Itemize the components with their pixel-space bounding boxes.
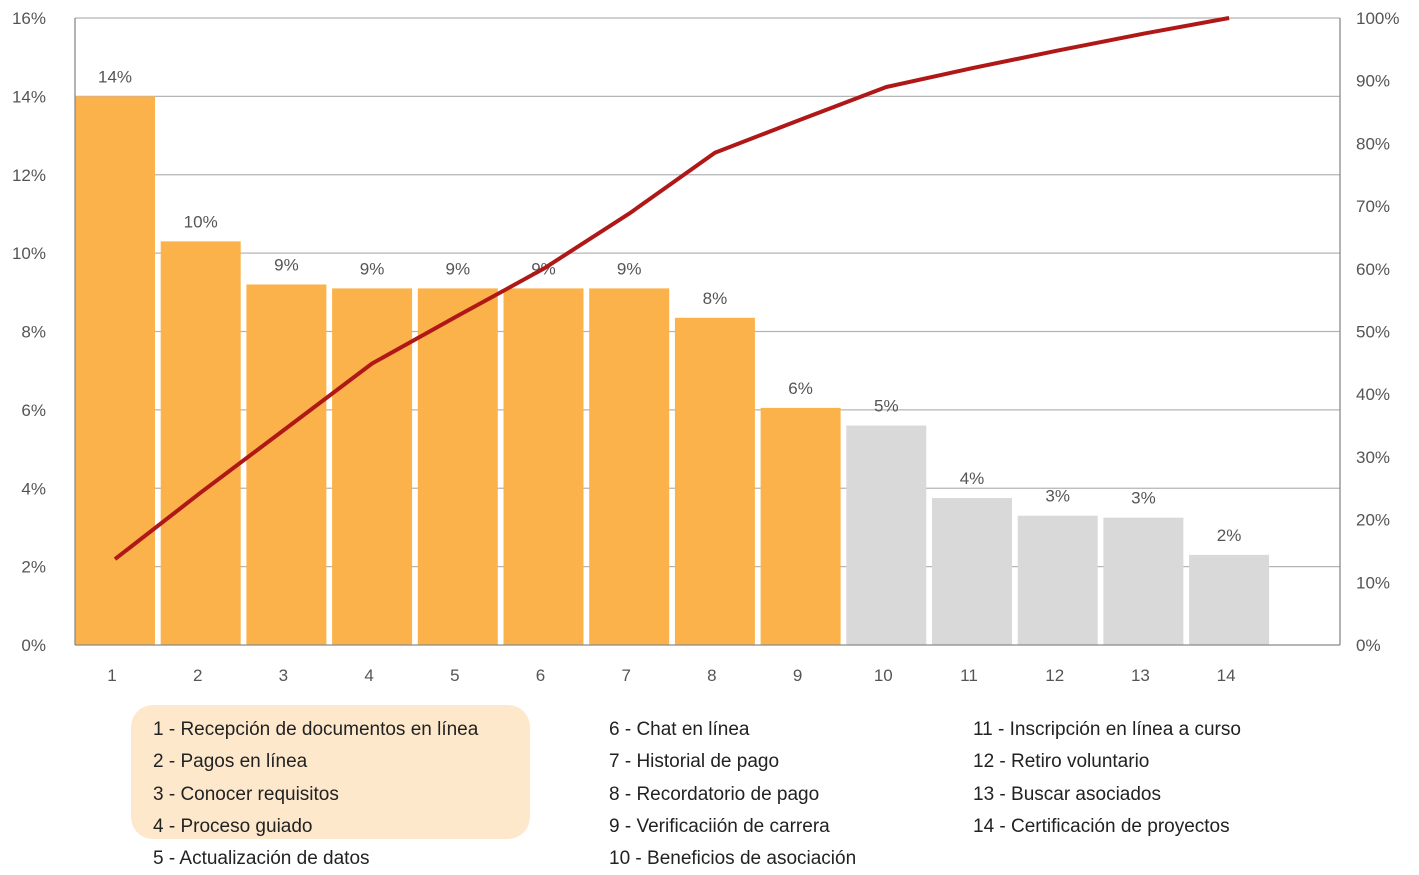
x-tick-1: 1 — [107, 666, 116, 685]
right-tick-1: 10% — [1356, 573, 1390, 592]
x-tick-14: 14 — [1217, 666, 1236, 685]
right-tick-6: 60% — [1356, 260, 1390, 279]
right-tick-4: 40% — [1356, 385, 1390, 404]
bar-9 — [761, 408, 841, 645]
left-tick-1: 2% — [21, 558, 46, 577]
right-tick-10: 100% — [1356, 9, 1399, 28]
bar-label-8: 8% — [703, 289, 728, 308]
x-tick-13: 13 — [1131, 666, 1150, 685]
bar-2 — [161, 241, 241, 645]
legend-item: 7 - Historial de pago — [609, 746, 856, 778]
legend-item: 5 - Actualización de datos — [153, 843, 478, 875]
bar-6 — [504, 288, 584, 645]
x-tick-4: 4 — [364, 666, 373, 685]
bar-5 — [418, 288, 498, 645]
legend-item: 12 - Retiro voluntario — [973, 746, 1241, 778]
legend-item: 10 - Beneficios de asociación — [609, 843, 856, 875]
bar-label-12: 3% — [1045, 487, 1070, 506]
left-tick-8: 16% — [12, 9, 46, 28]
right-tick-8: 80% — [1356, 134, 1390, 153]
right-tick-2: 20% — [1356, 511, 1390, 530]
legend-item: 3 - Conocer requisitos — [153, 779, 478, 811]
bar-7 — [589, 288, 669, 645]
legend-item: 8 - Recordatorio de pago — [609, 779, 856, 811]
left-tick-0: 0% — [21, 636, 46, 655]
legend-item: 13 - Buscar asociados — [973, 779, 1241, 811]
bar-label-14: 2% — [1217, 526, 1242, 545]
left-axis-ticks: 0% 2% 4% 6% 8% 10% 12% 14% 16% — [12, 9, 46, 655]
bar-11 — [932, 498, 1012, 645]
bar-14 — [1189, 555, 1269, 645]
bar-4 — [332, 288, 412, 645]
x-tick-11: 11 — [960, 666, 978, 685]
left-tick-3: 6% — [21, 401, 46, 420]
bar-label-3: 9% — [274, 255, 299, 274]
legend-item: 6 - Chat en línea — [609, 714, 856, 746]
x-tick-6: 6 — [536, 666, 545, 685]
left-tick-5: 10% — [12, 244, 46, 263]
x-tick-9: 9 — [793, 666, 802, 685]
legend-item: 9 - Verificaciión de carrera — [609, 811, 856, 843]
x-tick-7: 7 — [621, 666, 630, 685]
bar-label-13: 3% — [1131, 489, 1156, 508]
left-tick-4: 8% — [21, 323, 46, 342]
bar-label-10: 5% — [874, 397, 899, 416]
right-tick-7: 70% — [1356, 197, 1390, 216]
bar-label-5: 9% — [446, 259, 471, 278]
bars — [75, 96, 1269, 645]
bar-13 — [1103, 518, 1183, 645]
legend-item: 11 - Inscripción en línea a curso — [973, 714, 1241, 746]
bar-8 — [675, 318, 755, 645]
right-tick-9: 90% — [1356, 72, 1390, 91]
x-tick-10: 10 — [874, 666, 893, 685]
bar-label-11: 4% — [960, 469, 985, 488]
x-tick-2: 2 — [193, 666, 202, 685]
x-tick-8: 8 — [707, 666, 716, 685]
x-tick-3: 3 — [279, 666, 288, 685]
legend-item: 14 - Certificación de proyectos — [973, 811, 1241, 843]
bar-1 — [75, 96, 155, 645]
x-tick-5: 5 — [450, 666, 459, 685]
bar-10 — [846, 426, 926, 645]
right-axis-ticks: 0% 10% 20% 30% 40% 50% 60% 70% 80% 90% 100% — [1356, 9, 1399, 655]
bar-label-2: 10% — [184, 212, 218, 231]
pareto-chart: 14%10%9%9%9%9%9%8%6%5%4%3%3%2% 0%2%4%6%8… — [0, 0, 1419, 700]
bar-label-9: 6% — [788, 379, 813, 398]
bar-3 — [246, 284, 326, 645]
left-tick-2: 4% — [21, 479, 46, 498]
left-tick-6: 12% — [12, 166, 46, 185]
bar-label-1: 14% — [98, 67, 132, 86]
right-tick-3: 30% — [1356, 448, 1390, 467]
x-tick-12: 12 — [1045, 666, 1064, 685]
bar-label-7: 9% — [617, 259, 642, 278]
bar-12 — [1018, 516, 1098, 645]
right-tick-5: 50% — [1356, 323, 1390, 342]
bar-label-4: 9% — [360, 259, 385, 278]
legend-item: 2 - Pagos en línea — [153, 746, 478, 778]
right-tick-0: 0% — [1356, 636, 1381, 655]
left-tick-7: 14% — [12, 87, 46, 106]
legend-item: 1 - Recepción de documentos en línea — [153, 714, 478, 746]
legend-item: 4 - Proceso guiado — [153, 811, 478, 843]
